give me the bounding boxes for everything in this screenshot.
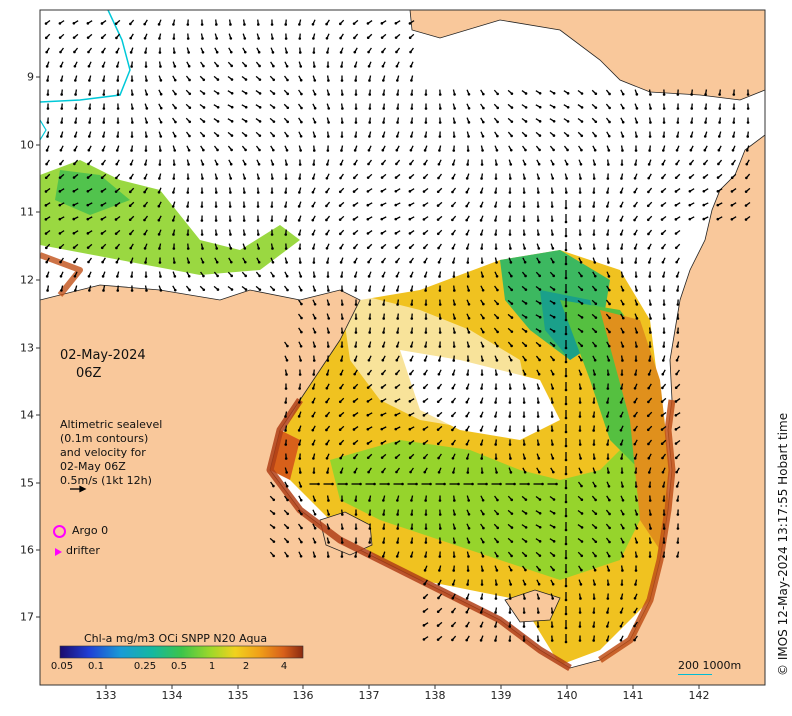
y-tick-label: 11 [20,205,34,219]
depth-scale-label: 200 1000m [678,659,742,672]
colorbar-tick-label: 0.5 [171,661,187,672]
x-tick-label: 140 [556,689,578,702]
y-tick-label: 15 [20,476,34,490]
axis-tickmarks [36,76,700,689]
y-tick-label: 16 [20,543,34,557]
altimetry-legend-line: Altimetric sealevel [60,418,163,431]
x-tick-label: 136 [292,689,314,702]
velocity-arrows [44,19,751,644]
y-tick-label: 17 [20,610,34,624]
colorbar-tick-label: 1 [208,661,216,672]
colorbar [59,645,304,659]
colorbar-tick-label: 0.1 [88,661,104,672]
y-tick-label: 9 [27,70,34,84]
argo-label: Argo 0 [72,524,109,537]
argo-icon [53,525,66,538]
y-tick-label: 12 [20,273,34,287]
x-tick-label: 141 [622,689,644,702]
altimetry-legend-line: 0.5m/s (1kt 12h) [60,474,152,487]
drifter-label: drifter [66,544,100,557]
bathymetry-contour [40,10,131,103]
copyright-text: © IMOS 12-May-2024 13:17:55 Hobart time [776,412,790,676]
x-tick-label: 134 [161,689,183,702]
depth-scale-line [678,674,712,675]
x-tick-label: 138 [424,689,446,702]
time-label: 06Z [76,366,102,381]
x-tick-label: 133 [95,689,117,702]
land [40,10,765,685]
altimetry-legend: Altimetric sealevel (0.1m contours) and … [60,418,180,488]
x-tick-label: 137 [358,689,380,702]
colorbar-tick-label: 4 [280,661,288,672]
colorbar-tick-label: 0.05 [50,661,74,672]
altimetry-legend-line: and velocity for [60,446,146,459]
coastal-chlorophyll [40,252,676,672]
colorbar-tick-label: 0.25 [133,661,157,672]
date-label: 02-May-2024 [60,348,146,363]
y-tick-label: 10 [20,138,34,152]
x-tick-label: 139 [490,689,512,702]
altimetry-legend-line: (0.1m contours) [60,432,149,445]
y-tick-label: 14 [20,408,34,422]
colorbar-tick-label: 2 [242,661,250,672]
altimetry-legend-line: 02-May 06Z [60,460,126,473]
x-tick-label: 135 [227,689,249,702]
y-tick-label: 13 [20,341,34,355]
drifter-icon [55,548,62,556]
colorbar-title: Chl-a mg/m3 OCi SNPP N20 Aqua [84,632,268,645]
velocity-scale-arrow [70,485,87,493]
x-tick-label: 142 [688,689,710,702]
